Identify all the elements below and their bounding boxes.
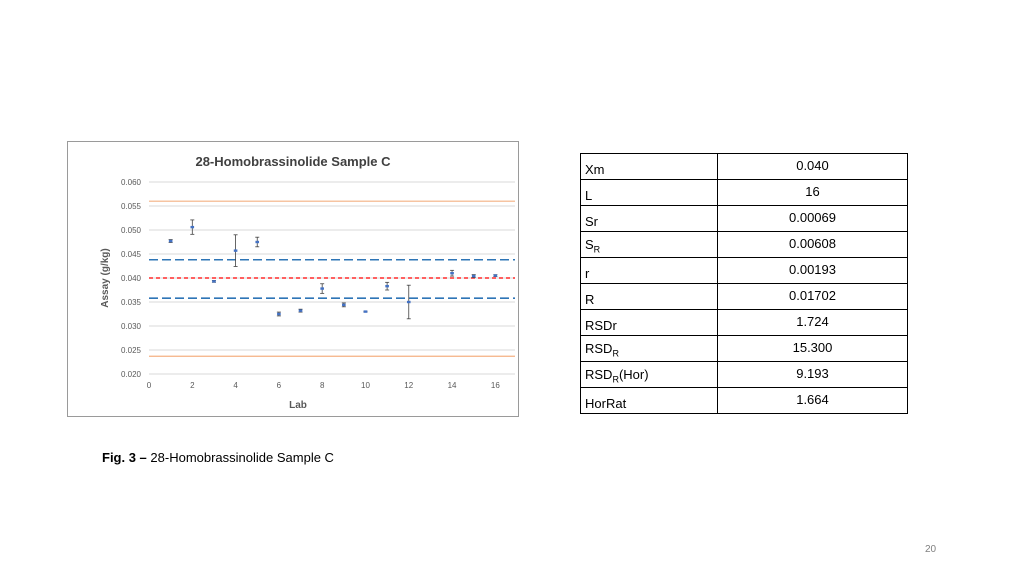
figure-caption: Fig. 3 – 28-Homobrassinolide Sample C: [102, 450, 334, 465]
stats-label: HorRat: [580, 387, 718, 414]
stats-row: Sr 0.00069: [580, 205, 908, 232]
data-point: [320, 287, 324, 290]
data-point: [450, 272, 454, 275]
data-point: [255, 240, 260, 244]
stats-label: Sr: [580, 205, 718, 232]
chart-title: 28-Homobrassinolide Sample C: [195, 154, 391, 169]
x-axis-label: Lab: [289, 400, 307, 411]
stats-row: R 0.01702: [580, 283, 908, 310]
stats-value: 1.724: [717, 309, 908, 336]
y-tick-label: 0.055: [121, 202, 142, 211]
stats-label-text: HorRat: [585, 396, 627, 411]
x-tick-label: 10: [361, 381, 370, 390]
stats-label-subscript: R: [612, 375, 619, 385]
data-point: [471, 274, 476, 278]
stats-label-text: Sr: [585, 214, 598, 229]
stats-row: Xm 0.040: [580, 153, 908, 180]
x-tick-label: 0: [147, 381, 152, 390]
stats-row: L 16: [580, 179, 908, 206]
stats-value: 16: [717, 179, 908, 206]
caption-text: 28-Homobrassinolide Sample C: [146, 450, 334, 465]
data-point: [493, 274, 498, 277]
stats-label: r: [580, 257, 718, 284]
stats-row: RSDr 1.724: [580, 309, 908, 336]
x-tick-label: 16: [491, 381, 500, 390]
stats-row: r 0.00193: [580, 257, 908, 284]
chart-frame: 0.020 0.025 0.030 0.035 0.040 0.045 0.050 0.055…: [67, 141, 519, 417]
stats-label-text: RSD: [585, 341, 613, 357]
stats-value: 9.193: [717, 361, 908, 388]
data-point: [277, 312, 281, 316]
stats-label-text: RSD: [585, 367, 613, 383]
stats-label-text: R: [585, 292, 595, 307]
caption-prefix: Fig. 3 –: [102, 450, 147, 465]
stats-value: 15.300: [717, 335, 908, 362]
statistics-table: Xm 0.040 L 16 Sr 0.00069 SR 0.00608 r 0.00193 R 0.0…: [580, 153, 908, 414]
y-tick-label: 0.050: [121, 226, 142, 235]
y-tick-label: 0.045: [121, 250, 142, 259]
stats-value: 0.00069: [717, 205, 908, 232]
x-tick-label: 8: [320, 381, 325, 390]
y-tick-label: 0.030: [121, 322, 142, 331]
stats-row: RSDR 15.300: [580, 335, 908, 362]
stats-label: RSDR(Hor): [580, 361, 718, 388]
stats-label: SR: [580, 231, 718, 258]
stats-value: 0.00608: [717, 231, 908, 258]
stats-value: 0.01702: [717, 283, 908, 310]
stats-label-suffix: (Hor): [618, 367, 649, 383]
x-tick-label: 14: [448, 381, 457, 390]
stats-label: RSDr: [580, 309, 718, 336]
stats-row: RSDR(Hor) 9.193: [580, 361, 908, 388]
y-tick-label: 0.040: [121, 274, 142, 283]
y-tick-label: 0.035: [121, 298, 142, 307]
stats-label-text: r: [585, 266, 590, 281]
stats-value: 0.00193: [717, 257, 908, 284]
stats-row: HorRat 1.664: [580, 387, 908, 414]
x-tick-label: 6: [277, 381, 282, 390]
stats-label-text: RSDr: [585, 318, 617, 333]
y-tick-label: 0.020: [121, 370, 142, 379]
data-point: [406, 300, 411, 304]
scatter-chart: 0.020 0.025 0.030 0.035 0.040 0.045 0.050 0.055…: [100, 178, 515, 411]
y-tick-label: 0.025: [121, 346, 142, 355]
stats-label-text: L: [585, 188, 593, 203]
data-point: [190, 225, 195, 229]
stats-label: Xm: [580, 153, 718, 180]
data-point: [168, 239, 173, 243]
data-point: [385, 284, 389, 288]
stats-label-subscript: R: [593, 245, 601, 255]
x-tick-label: 2: [190, 381, 195, 390]
stats-row: SR 0.00608: [580, 231, 908, 258]
data-point: [212, 280, 216, 283]
stats-value: 0.040: [717, 153, 908, 180]
stats-value: 1.664: [717, 387, 908, 414]
stats-label-text: Xm: [585, 162, 605, 177]
stats-label-subscript: R: [612, 349, 619, 359]
stats-label: R: [580, 283, 718, 310]
stats-label-text: S: [585, 237, 594, 253]
data-point: [298, 309, 303, 312]
data-point: [342, 303, 346, 307]
x-tick-label: 12: [404, 381, 413, 390]
x-tick-label: 4: [233, 381, 238, 390]
y-axis-label: Assay (g/kg): [100, 248, 111, 307]
data-point: [233, 249, 238, 252]
stats-label: L: [580, 179, 718, 206]
data-point: [363, 310, 368, 313]
stats-label: RSDR: [580, 335, 718, 362]
y-tick-label: 0.060: [121, 178, 142, 187]
page-number: 20: [925, 544, 937, 555]
